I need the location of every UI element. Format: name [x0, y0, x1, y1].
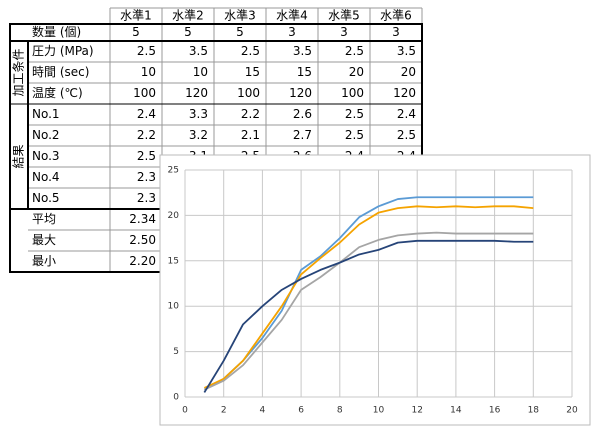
x-tick-label: 2 [221, 406, 227, 416]
data-line [203, 239, 534, 393]
cell-value: 15 [245, 65, 260, 79]
cell-value: 2.5 [137, 149, 156, 163]
cell-value: 3.2 [189, 128, 208, 142]
x-tick-label: 10 [373, 406, 385, 416]
cell-value: 2.20 [129, 254, 156, 268]
x-tick-label: 14 [450, 406, 462, 416]
cell-value: 100 [341, 86, 364, 100]
cell-value: 2.3 [137, 170, 156, 184]
cell-value: 2.1 [241, 128, 260, 142]
row-label: No.4 [32, 170, 60, 184]
cell-value: 120 [185, 86, 208, 100]
cell-value: 2.5 [345, 128, 364, 142]
cell-value: 2.2 [137, 128, 156, 142]
cell-value: 5 [132, 25, 140, 39]
cell-value: 100 [237, 86, 260, 100]
cell-value: 10 [141, 65, 156, 79]
cell-value: 5 [184, 25, 192, 39]
y-tick-label: 5 [173, 347, 179, 357]
cell-value: 20 [401, 65, 416, 79]
cell-value: 2.5 [345, 44, 364, 58]
cell-value: 3 [392, 25, 400, 39]
cell-value: 2.5 [137, 44, 156, 58]
cell-value: 2.6 [293, 107, 312, 121]
cell-value: 2.34 [129, 212, 156, 226]
row-label: 時間 (sec) [32, 65, 89, 79]
row-label: 平均 [32, 212, 56, 226]
y-tick-label: 25 [168, 166, 179, 176]
cell-value: 2.4 [397, 107, 416, 121]
row-label: No.1 [32, 107, 60, 121]
row-label: 最小 [32, 254, 56, 268]
data-line [203, 231, 534, 391]
cell-value: 10 [193, 65, 208, 79]
x-tick-label: 20 [566, 406, 578, 416]
cell-value: 2.4 [137, 107, 156, 121]
cell-value: 100 [133, 86, 156, 100]
group-label: 加工条件 [12, 48, 26, 96]
column-header: 水準1 [120, 8, 152, 23]
row-label: 最大 [32, 233, 56, 247]
cell-value: 3.5 [397, 44, 416, 58]
cell-value: 20 [349, 65, 364, 79]
row-label: No.2 [32, 128, 60, 142]
column-header: 水準2 [172, 8, 204, 23]
chart-frame [159, 154, 591, 426]
x-tick-label: 6 [298, 406, 304, 416]
row-label: No.5 [32, 191, 60, 205]
x-tick-label: 12 [411, 406, 422, 416]
group-label: 結果 [12, 144, 26, 168]
cell-value: 120 [289, 86, 312, 100]
cell-value: 2.5 [345, 107, 364, 121]
column-header: 水準3 [224, 8, 256, 23]
cell-value: 2.5 [397, 128, 416, 142]
cell-value: 2.7 [293, 128, 312, 142]
row-label: 温度 (℃) [32, 85, 83, 100]
cell-value: 120 [393, 86, 416, 100]
cell-value: 3.5 [189, 44, 208, 58]
x-tick-label: 4 [260, 406, 266, 416]
row-label: No.3 [32, 149, 60, 163]
data-line [203, 205, 534, 389]
row-label: 数量 (個) [32, 24, 81, 39]
x-tick-label: 16 [489, 406, 501, 416]
cell-value: 15 [297, 65, 312, 79]
y-tick-label: 20 [168, 211, 180, 221]
x-tick-label: 0 [182, 406, 188, 416]
cell-value: 2.2 [241, 107, 260, 121]
column-header: 水準6 [380, 8, 412, 23]
cell-value: 3.3 [189, 107, 208, 121]
cell-value: 2.5 [241, 44, 260, 58]
cell-value: 3.5 [293, 44, 312, 58]
y-tick-label: 0 [173, 393, 179, 403]
y-tick-label: 10 [168, 302, 180, 312]
column-header: 水準4 [276, 8, 308, 23]
y-tick-label: 15 [168, 256, 179, 266]
cell-value: 2.50 [129, 233, 156, 247]
data-line [203, 196, 534, 391]
cell-value: 3 [288, 25, 296, 39]
row-label: 圧力 (MPa) [32, 44, 94, 58]
cell-value: 3 [340, 25, 348, 39]
x-tick-label: 18 [528, 406, 540, 416]
column-header: 水準5 [328, 8, 360, 23]
cell-value: 2.3 [137, 191, 156, 205]
cell-value: 5 [236, 25, 244, 39]
x-tick-label: 8 [337, 406, 343, 416]
